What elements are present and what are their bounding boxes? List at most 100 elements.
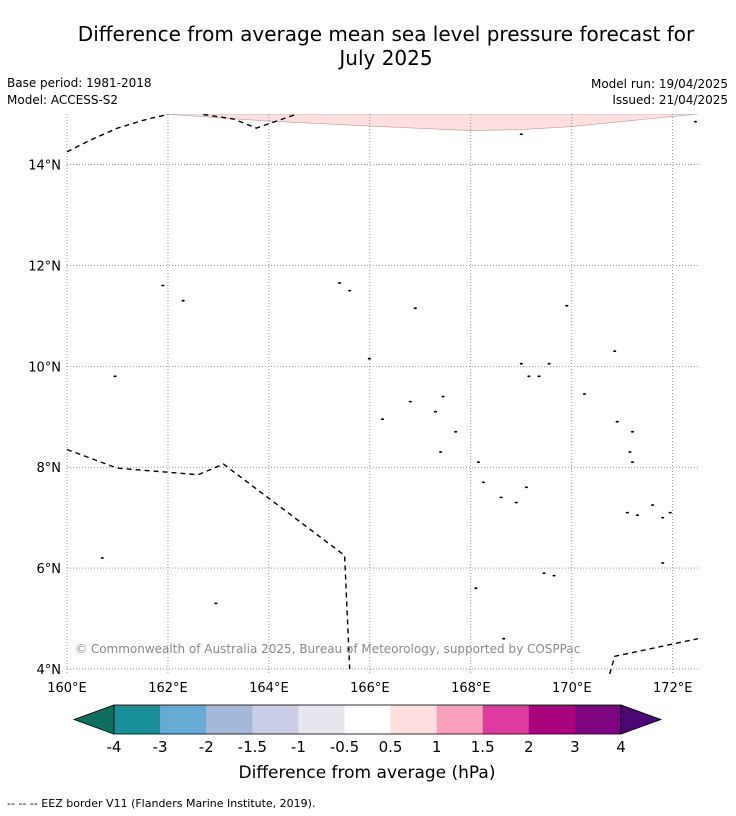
longitude-tick-label: 166°E bbox=[350, 681, 390, 696]
eez-border bbox=[609, 638, 698, 674]
colorbar-swatch bbox=[298, 705, 345, 734]
longitude-tick-label: 160°E bbox=[47, 681, 87, 696]
longitude-tick-label: 172°E bbox=[653, 681, 693, 696]
pressure-anomaly-layer bbox=[162, 114, 698, 131]
map-background bbox=[67, 114, 698, 674]
colorbar-label: Difference from average (hPa) bbox=[239, 763, 496, 783]
eez-legend-note: -- -- -- EEZ border V11 (Flanders Marine… bbox=[7, 797, 316, 810]
island-outline bbox=[524, 486, 529, 489]
colorbar-tick-label: -1.5 bbox=[238, 738, 267, 756]
island-outline bbox=[651, 504, 655, 506]
forecast-map-figure: © Commonwealth of Australia 2025, Bureau… bbox=[28, 114, 698, 783]
eez-border bbox=[67, 448, 351, 670]
map-title-line-1: Difference from average mean sea level p… bbox=[77, 22, 695, 46]
colorbar-tick-label: -1 bbox=[291, 738, 306, 756]
base-period-label: Base period: 1981-2018 bbox=[7, 76, 152, 90]
island-outline bbox=[527, 375, 531, 378]
island-outline bbox=[433, 410, 438, 413]
positive-anomaly-region bbox=[162, 114, 698, 131]
island-outline bbox=[499, 496, 503, 499]
island-outline bbox=[613, 350, 617, 352]
colorbar-swatch bbox=[482, 705, 530, 734]
island-outline bbox=[214, 602, 218, 605]
island-outline bbox=[537, 375, 541, 378]
longitude-tick-label: 164°E bbox=[249, 681, 289, 696]
island-outline bbox=[519, 362, 523, 365]
axis-tick-labels: 160°E 162°E 164°E 166°E 168°E 170°E 172°E 4°N 6°… bbox=[28, 158, 692, 696]
island-outline bbox=[625, 511, 629, 514]
longitude-tick-label: 170°E bbox=[552, 681, 592, 696]
island-outline bbox=[454, 430, 458, 433]
island-outline bbox=[668, 511, 672, 514]
longitude-tick-label: 168°E bbox=[451, 681, 491, 696]
island-outline bbox=[628, 451, 632, 453]
island-outline bbox=[161, 284, 165, 287]
colorbar-swatch bbox=[528, 705, 576, 734]
island-outline bbox=[474, 587, 478, 590]
colorbar-tick-label: 1.5 bbox=[471, 738, 495, 756]
island-outline bbox=[367, 357, 371, 360]
longitude-tick-label: 162°E bbox=[148, 681, 188, 696]
island-outline bbox=[552, 574, 556, 577]
island-outline bbox=[113, 375, 117, 378]
latitude-tick-label: 6°N bbox=[37, 562, 62, 577]
island-outline bbox=[441, 395, 445, 398]
colorbar-extend-min bbox=[72, 704, 115, 735]
island-outline bbox=[519, 133, 523, 136]
island-outline bbox=[408, 400, 412, 403]
island-outline bbox=[693, 120, 698, 123]
island-outline bbox=[542, 572, 546, 574]
model-label: Model: ACCESS-S2 bbox=[7, 93, 119, 107]
latitude-tick-label: 12°N bbox=[28, 259, 61, 274]
island-outline bbox=[348, 289, 352, 292]
colorbar-extend-max bbox=[620, 704, 663, 735]
island-outline bbox=[547, 362, 551, 365]
colorbar-tick-label: -3 bbox=[153, 738, 168, 756]
island-outline bbox=[413, 307, 417, 310]
colorbar-tick-label: -4 bbox=[107, 738, 122, 756]
latitude-tick-label: 4°N bbox=[37, 663, 62, 678]
colorbar-swatch bbox=[252, 705, 299, 734]
colorbar-tick-label: -2 bbox=[199, 738, 214, 756]
colorbar-swatch bbox=[436, 705, 484, 734]
model-run-label: Model run: 19/04/2025 bbox=[590, 77, 728, 91]
colorbar-swatch bbox=[114, 705, 161, 734]
colorbar-tick-label: 0.5 bbox=[379, 738, 403, 756]
eez-border-layer bbox=[67, 114, 698, 674]
issued-label: Issued: 21/04/2025 bbox=[612, 93, 728, 107]
colorbar-tick-label: -0.5 bbox=[330, 738, 359, 756]
colorbar-tick-label: 1 bbox=[432, 738, 442, 756]
island-outline bbox=[635, 514, 640, 516]
island-outline bbox=[514, 501, 518, 504]
latitude-tick-label: 8°N bbox=[37, 461, 62, 476]
map-title-line-2: July 2025 bbox=[339, 46, 433, 70]
island-outline bbox=[338, 282, 342, 284]
map-plot-area: © Commonwealth of Australia 2025, Bureau… bbox=[66, 114, 698, 674]
island-outline bbox=[661, 562, 665, 564]
colorbar-swatch bbox=[344, 705, 391, 734]
island-outline bbox=[100, 557, 104, 559]
island-outline bbox=[181, 299, 185, 302]
colorbar: -4 -3 -2 -1.5 -1 -0.5 0.5 1 1.5 2 3 4 bbox=[72, 704, 663, 756]
island-outline bbox=[502, 637, 506, 640]
colorbar-swatch bbox=[206, 705, 253, 734]
colorbar-swatch bbox=[160, 705, 207, 734]
island-outline bbox=[615, 420, 619, 423]
island-outline bbox=[439, 451, 443, 453]
colorbar-swatch bbox=[390, 705, 438, 734]
island-layer bbox=[100, 120, 698, 640]
eez-border bbox=[67, 114, 169, 153]
colorbar-frame bbox=[113, 704, 622, 735]
latitude-tick-label: 14°N bbox=[28, 158, 61, 173]
colorbar-tick-label: 2 bbox=[524, 738, 534, 756]
graticule bbox=[66, 114, 698, 674]
island-outline bbox=[630, 430, 635, 433]
colorbar-tick-label: 4 bbox=[616, 738, 626, 756]
copyright-notice: © Commonwealth of Australia 2025, Bureau… bbox=[75, 642, 580, 656]
colorbar-tick-label: 3 bbox=[570, 738, 580, 756]
island-outline bbox=[380, 418, 385, 421]
island-outline bbox=[565, 304, 569, 307]
island-outline bbox=[630, 461, 635, 463]
latitude-tick-label: 10°N bbox=[28, 360, 61, 375]
island-outline bbox=[476, 461, 480, 463]
